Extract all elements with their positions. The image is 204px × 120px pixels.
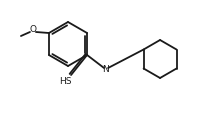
Text: HS: HS xyxy=(59,77,71,86)
Text: N: N xyxy=(102,65,109,73)
Text: O: O xyxy=(29,26,37,35)
